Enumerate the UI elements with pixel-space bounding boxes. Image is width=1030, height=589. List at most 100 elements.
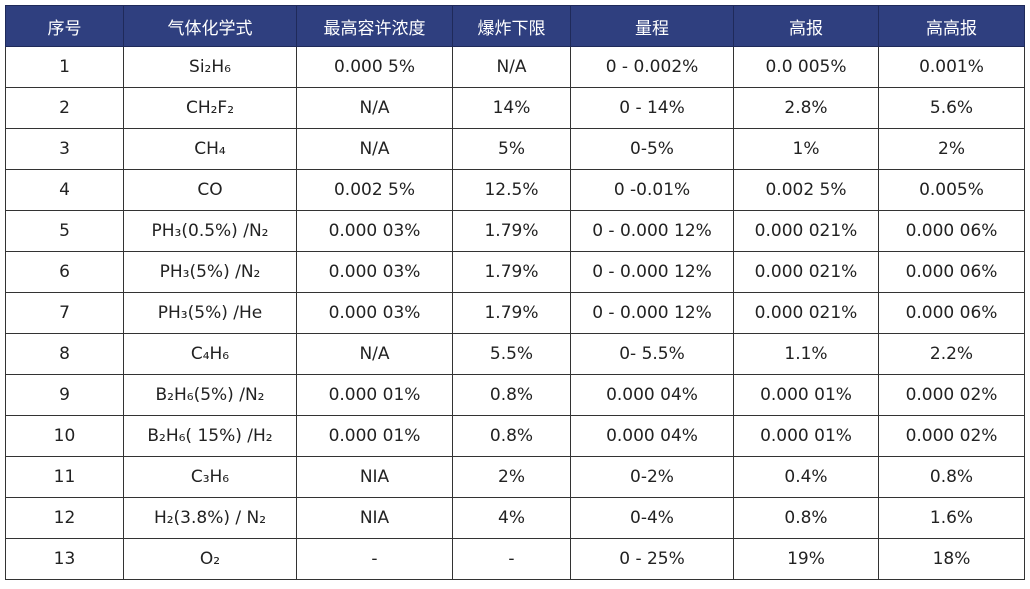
- cell-index: 2: [5, 87, 124, 129]
- cell-high-alarm: 0.8%: [733, 497, 879, 539]
- header-range: 量程: [570, 5, 734, 47]
- cell-high-high-alarm: 0.000 06%: [878, 292, 1025, 334]
- cell-max-concentration: 0.000 01%: [296, 374, 453, 416]
- table-row: 8 C₄H₆ N/A 5.5% 0- 5.5% 1.1% 2.2%: [5, 333, 1025, 375]
- cell-max-concentration: NIA: [296, 456, 453, 498]
- gas-parameters-table: 序号 气体化学式 最高容许浓度 爆炸下限 量程 高报 高高报 1 Si₂H₆ 0.0…: [5, 5, 1025, 580]
- cell-lel: 5%: [452, 128, 571, 170]
- cell-max-concentration: N/A: [296, 128, 453, 170]
- cell-max-concentration: 0.000 03%: [296, 292, 453, 334]
- cell-high-alarm: 0.002 5%: [733, 169, 879, 211]
- cell-lel: 5.5%: [452, 333, 571, 375]
- cell-lel: 12.5%: [452, 169, 571, 211]
- table-row: 1 Si₂H₆ 0.000 5% N/A 0 - 0.002% 0.0 005% 0.001…: [5, 46, 1025, 88]
- cell-high-high-alarm: 2%: [878, 128, 1025, 170]
- cell-high-alarm: 0.4%: [733, 456, 879, 498]
- cell-gas-formula: B₂H₆(5%) /N₂: [123, 374, 297, 416]
- cell-range: 0 - 0.000 12%: [570, 210, 734, 252]
- cell-high-high-alarm: 0.8%: [878, 456, 1025, 498]
- cell-high-alarm: 0.000 01%: [733, 374, 879, 416]
- cell-range: 0.000 04%: [570, 415, 734, 457]
- cell-high-high-alarm: 0.000 06%: [878, 210, 1025, 252]
- cell-high-high-alarm: 0.000 02%: [878, 415, 1025, 457]
- table-row: 12 H₂(3.8%) / N₂ NIA 4% 0-4% 0.8% 1.6%: [5, 497, 1025, 539]
- cell-index: 1: [5, 46, 124, 88]
- cell-index: 7: [5, 292, 124, 334]
- cell-high-high-alarm: 1.6%: [878, 497, 1025, 539]
- cell-lel: 0.8%: [452, 374, 571, 416]
- header-high-alarm: 高报: [733, 5, 879, 47]
- cell-index: 10: [5, 415, 124, 457]
- table-row: 7 PH₃(5%) /He 0.000 03% 1.79% 0 - 0.000 12% 0…: [5, 292, 1025, 334]
- cell-lel: 4%: [452, 497, 571, 539]
- cell-lel: 1.79%: [452, 210, 571, 252]
- cell-index: 12: [5, 497, 124, 539]
- cell-high-high-alarm: 0.005%: [878, 169, 1025, 211]
- cell-index: 8: [5, 333, 124, 375]
- cell-high-high-alarm: 2.2%: [878, 333, 1025, 375]
- cell-high-high-alarm: 0.000 06%: [878, 251, 1025, 293]
- cell-gas-formula: PH₃(5%) /He: [123, 292, 297, 334]
- cell-range: 0 - 25%: [570, 538, 734, 580]
- cell-gas-formula: C₄H₆: [123, 333, 297, 375]
- cell-lel: -: [452, 538, 571, 580]
- cell-range: 0 - 0.000 12%: [570, 251, 734, 293]
- cell-high-high-alarm: 18%: [878, 538, 1025, 580]
- cell-index: 5: [5, 210, 124, 252]
- cell-max-concentration: 0.000 5%: [296, 46, 453, 88]
- cell-gas-formula: H₂(3.8%) / N₂: [123, 497, 297, 539]
- cell-high-alarm: 0.000 021%: [733, 292, 879, 334]
- cell-high-high-alarm: 0.000 02%: [878, 374, 1025, 416]
- cell-gas-formula: Si₂H₆: [123, 46, 297, 88]
- cell-lel: 14%: [452, 87, 571, 129]
- table-header-row: 序号 气体化学式 最高容许浓度 爆炸下限 量程 高报 高高报: [5, 5, 1025, 47]
- table-row: 3 CH₄ N/A 5% 0-5% 1% 2%: [5, 128, 1025, 170]
- cell-index: 13: [5, 538, 124, 580]
- table-row: 11 C₃H₆ NIA 2% 0-2% 0.4% 0.8%: [5, 456, 1025, 498]
- cell-range: 0 - 0.002%: [570, 46, 734, 88]
- cell-max-concentration: N/A: [296, 87, 453, 129]
- header-index: 序号: [5, 5, 124, 47]
- cell-range: 0-4%: [570, 497, 734, 539]
- cell-max-concentration: NIA: [296, 497, 453, 539]
- cell-index: 6: [5, 251, 124, 293]
- cell-high-alarm: 1%: [733, 128, 879, 170]
- cell-index: 3: [5, 128, 124, 170]
- cell-lel: 2%: [452, 456, 571, 498]
- cell-max-concentration: 0.000 01%: [296, 415, 453, 457]
- cell-high-high-alarm: 0.001%: [878, 46, 1025, 88]
- table-row: 2 CH₂F₂ N/A 14% 0 - 14% 2.8% 5.6%: [5, 87, 1025, 129]
- cell-index: 11: [5, 456, 124, 498]
- cell-max-concentration: 0.002 5%: [296, 169, 453, 211]
- cell-gas-formula: O₂: [123, 538, 297, 580]
- cell-max-concentration: -: [296, 538, 453, 580]
- cell-max-concentration: 0.000 03%: [296, 210, 453, 252]
- cell-range: 0 - 0.000 12%: [570, 292, 734, 334]
- table-body: 1 Si₂H₆ 0.000 5% N/A 0 - 0.002% 0.0 005% 0.001…: [5, 46, 1025, 580]
- cell-high-alarm: 0.000 021%: [733, 210, 879, 252]
- cell-high-alarm: 2.8%: [733, 87, 879, 129]
- cell-range: 0-2%: [570, 456, 734, 498]
- cell-gas-formula: PH₃(5%) /N₂: [123, 251, 297, 293]
- cell-gas-formula: CO: [123, 169, 297, 211]
- cell-range: 0- 5.5%: [570, 333, 734, 375]
- cell-gas-formula: CH₄: [123, 128, 297, 170]
- cell-lel: 1.79%: [452, 292, 571, 334]
- table-row: 5 PH₃(0.5%) /N₂ 0.000 03% 1.79% 0 - 0.000 12…: [5, 210, 1025, 252]
- cell-lel: 1.79%: [452, 251, 571, 293]
- cell-range: 0.000 04%: [570, 374, 734, 416]
- cell-high-alarm: 0.0 005%: [733, 46, 879, 88]
- cell-range: 0-5%: [570, 128, 734, 170]
- cell-gas-formula: PH₃(0.5%) /N₂: [123, 210, 297, 252]
- header-max-allowable-concentration: 最高容许浓度: [296, 5, 453, 47]
- cell-index: 9: [5, 374, 124, 416]
- table-row: 4 CO 0.002 5% 12.5% 0 -0.01% 0.002 5% 0.005%: [5, 169, 1025, 211]
- cell-index: 4: [5, 169, 124, 211]
- table-row: 13 O₂ - -0 - 25% 19% 18%: [5, 538, 1025, 580]
- gas-table-container: 序号 气体化学式 最高容许浓度 爆炸下限 量程 高报 高高报 1 Si₂H₆ 0.0…: [5, 5, 1025, 580]
- header-high-high-alarm: 高高报: [878, 5, 1025, 47]
- cell-high-high-alarm: 5.6%: [878, 87, 1025, 129]
- header-lower-explosive-limit: 爆炸下限: [452, 5, 571, 47]
- cell-gas-formula: B₂H₆( 15%) /H₂: [123, 415, 297, 457]
- cell-lel: N/A: [452, 46, 571, 88]
